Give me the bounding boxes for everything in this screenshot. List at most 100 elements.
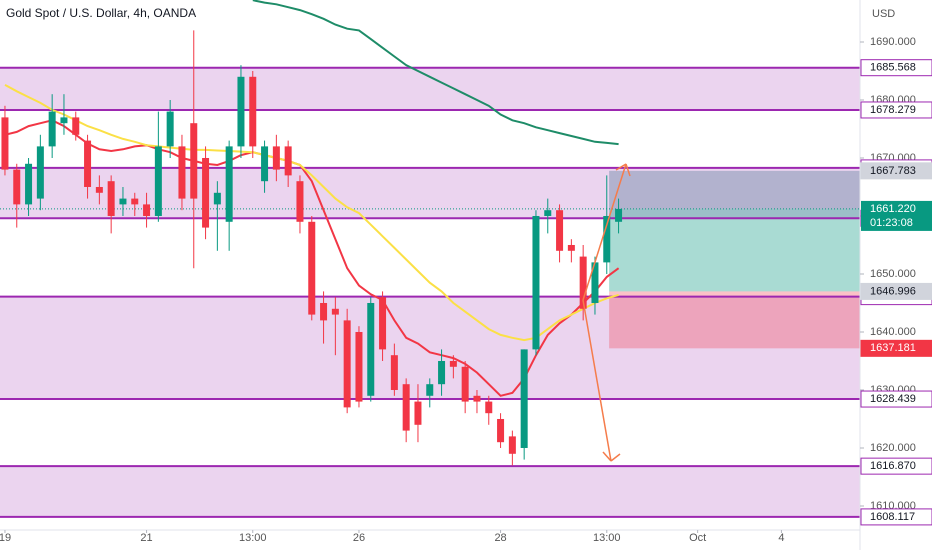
- chart-title: Gold Spot / U.S. Dollar, 4h, OANDA: [6, 6, 196, 20]
- annotation-arrow: [615, 163, 627, 171]
- level-label: 1678.279: [870, 104, 916, 116]
- candle-body: [237, 76, 245, 147]
- candle-body: [225, 146, 233, 222]
- plot-area: [0, 0, 860, 518]
- last-price-label: 1661.220: [870, 203, 916, 215]
- candle-body: [426, 384, 434, 396]
- moving-average: [252, 0, 619, 146]
- candle-body: [84, 140, 92, 187]
- level-label: 1628.439: [870, 393, 916, 405]
- candle-body: [520, 349, 528, 448]
- x-tick-label: 26: [353, 532, 365, 544]
- x-tick-label: 13:00: [239, 532, 267, 544]
- y-tick-label: 1620.000: [870, 442, 916, 454]
- candle-body: [591, 262, 599, 303]
- candle-body: [178, 146, 186, 199]
- level-label: 1616.870: [870, 460, 916, 472]
- candle-body: [272, 146, 280, 170]
- candle-body: [143, 204, 151, 216]
- candle-body: [249, 76, 257, 147]
- candle-body: [485, 401, 493, 414]
- candle-body: [603, 215, 611, 263]
- candle-body: [284, 146, 292, 176]
- annotation-arrow: [582, 299, 612, 462]
- candle-body: [296, 181, 304, 222]
- moving-average: [4, 119, 620, 397]
- candle-body: [36, 146, 44, 199]
- annotation-arrow: [582, 163, 627, 301]
- stop-zone: [609, 291, 860, 349]
- candle-body: [544, 210, 552, 216]
- currency-label: USD: [872, 8, 895, 20]
- level-label-box: [860, 59, 932, 77]
- candle-body: [379, 297, 387, 350]
- candle-body: [107, 181, 115, 216]
- candle-body: [1, 117, 9, 170]
- entry-label-box: [860, 282, 932, 300]
- entry-label: 1646.996: [870, 285, 916, 297]
- candle-body: [567, 244, 575, 251]
- zone: [0, 466, 860, 517]
- axes: 1610.0001620.0001630.0001640.0001650.000…: [0, 36, 932, 544]
- candle-body: [508, 436, 516, 454]
- candle-body: [556, 210, 564, 251]
- candle-body: [532, 215, 540, 350]
- candle-body: [461, 366, 469, 402]
- target-label: 1667.783: [870, 165, 916, 177]
- candle-body: [261, 146, 269, 182]
- candle-body: [414, 401, 422, 425]
- candle-body: [367, 302, 375, 396]
- level-label-box: [860, 508, 932, 526]
- candle-body: [308, 221, 316, 315]
- level-label: 1608.117: [870, 511, 915, 523]
- candle-body: [449, 360, 457, 367]
- candle-body: [497, 418, 505, 443]
- candle-body: [343, 320, 351, 408]
- candle-body: [60, 117, 68, 124]
- candle-body: [95, 186, 103, 193]
- level-label-box: [860, 457, 932, 475]
- countdown: 01:23:08: [870, 217, 913, 229]
- level-label-box: [860, 101, 932, 119]
- x-tick-label: 21: [140, 532, 152, 544]
- candle-body: [213, 192, 221, 205]
- candle-body: [402, 384, 410, 431]
- candle-body: [579, 256, 587, 309]
- candle-body: [202, 157, 210, 228]
- y-tick-label: 1690.000: [870, 36, 916, 48]
- candle-body: [48, 111, 56, 147]
- annotation-arrow: [610, 453, 621, 462]
- candle-body: [438, 360, 446, 385]
- candle-body: [190, 123, 198, 199]
- x-tick-label: 19: [0, 532, 11, 544]
- level-label: 1685.568: [870, 62, 916, 74]
- candle-body: [615, 208, 623, 222]
- last-price-box: [861, 200, 932, 231]
- x-tick-label: 28: [494, 532, 506, 544]
- candle-body: [72, 117, 80, 135]
- target-label-box: [860, 162, 932, 180]
- candle-body: [390, 355, 398, 390]
- zone: [0, 67, 860, 110]
- y-tick-label: 1640.000: [870, 326, 916, 338]
- profit-zone: [609, 208, 860, 292]
- target-zone: [609, 170, 860, 209]
- candle-body: [25, 163, 33, 205]
- candle-body: [119, 198, 127, 205]
- candle-body: [355, 331, 363, 402]
- level-label-box: [860, 390, 932, 408]
- candle-body: [131, 198, 139, 205]
- candle-body: [473, 395, 481, 402]
- annotation-arrow: [625, 163, 631, 177]
- candle-body: [13, 169, 21, 205]
- stop-label: 1637.181: [870, 342, 916, 354]
- y-tick-label: 1650.000: [870, 268, 916, 280]
- candle-body: [331, 308, 339, 315]
- x-tick-label: 13:00: [593, 532, 621, 544]
- x-tick-label: 4: [778, 532, 784, 544]
- candle-body: [320, 302, 328, 321]
- stop-label-box: [860, 339, 932, 357]
- moving-average: [4, 84, 619, 342]
